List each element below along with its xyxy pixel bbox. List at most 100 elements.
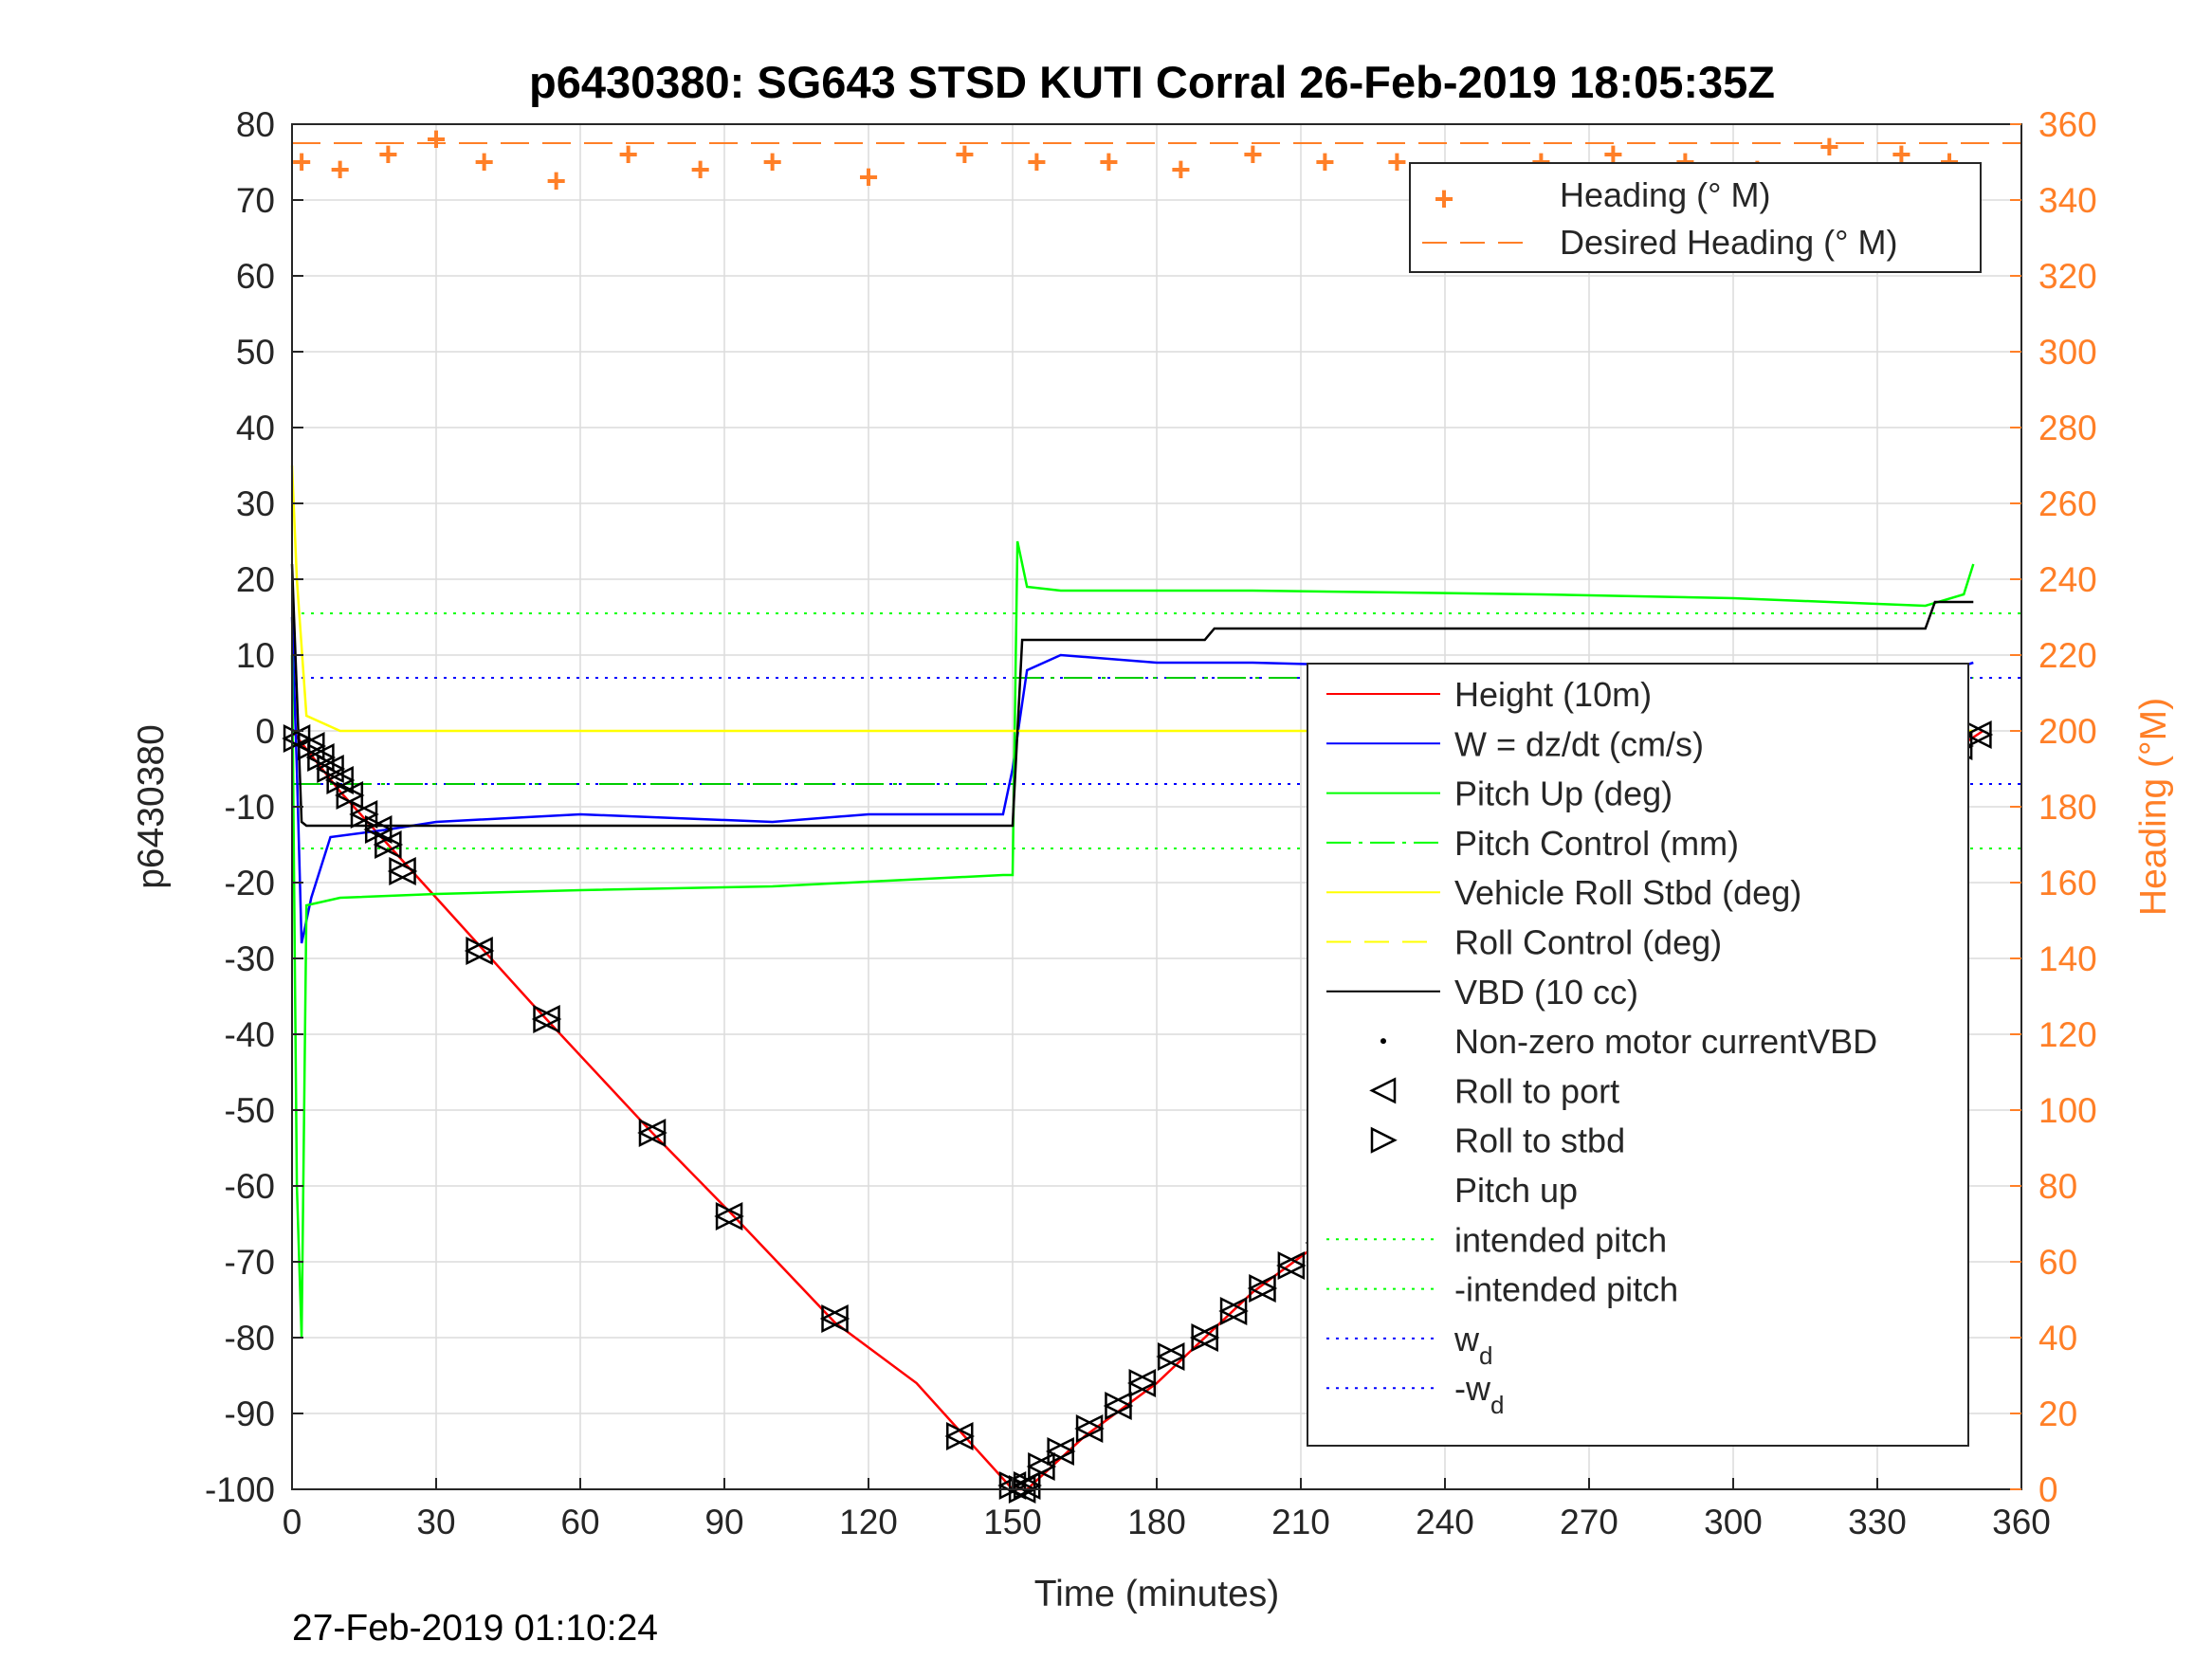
roll-to-stbd-marker [1157, 1341, 1186, 1372]
heading-marker: + [618, 135, 638, 173]
y-right-tick-label: 240 [2038, 560, 2097, 599]
y-right-tick-label: 120 [2038, 1015, 2097, 1054]
y-right-tick-label: 200 [2038, 712, 2097, 751]
heading-marker: + [546, 161, 566, 200]
legend-top: + Heading (° M) Desired Heading (° M) [1409, 162, 1982, 273]
legend-swatch [1370, 1126, 1398, 1154]
y-right-tick-label: 80 [2038, 1167, 2077, 1206]
heading-marker: + [858, 157, 878, 196]
roll-to-stbd-marker [1028, 1451, 1057, 1482]
series-line [290, 563, 1974, 828]
legend-label: -wd [1454, 1369, 1504, 1419]
heading-marker: + [378, 135, 398, 173]
roll-to-stbd-marker [1047, 1436, 1076, 1467]
x-tick-label: 300 [1704, 1503, 1763, 1541]
roll-to-stbd-marker [1128, 1368, 1158, 1398]
y-right-tick-label: 0 [2038, 1470, 2058, 1509]
roll-to-port-marker [714, 1201, 743, 1231]
legend-label: Pitch Up (deg) [1454, 775, 1673, 813]
legend-top-heading-label: Heading (° M) [1560, 175, 1770, 214]
heading-marker: + [1171, 150, 1191, 189]
heading-marker: + [1027, 142, 1047, 181]
y-axis-label: p6430380 [131, 724, 172, 889]
x-tick-label: 120 [839, 1503, 898, 1541]
roll-to-stbd-marker [1013, 1470, 1042, 1501]
roll-to-stbd-marker [1075, 1413, 1105, 1444]
y-tick-label: -60 [225, 1167, 275, 1206]
legend-swatch [1380, 1038, 1386, 1045]
y-tick-label: -20 [225, 864, 275, 902]
y-tick-label: -80 [225, 1319, 275, 1358]
heading-marker: + [690, 150, 710, 189]
roll-to-stbd-marker [1219, 1296, 1249, 1326]
legend-label: Roll Control (deg) [1454, 923, 1722, 962]
legend-top-desired-label: Desired Heading (° M) [1560, 223, 1898, 262]
roll-to-stbd-marker [350, 799, 379, 830]
roll-to-port-marker [1074, 1413, 1104, 1444]
x-tick-label: 330 [1848, 1503, 1907, 1541]
y-right-tick-label: 280 [2038, 409, 2097, 447]
y-tick-label: 70 [236, 181, 275, 220]
x-tick-label: 30 [416, 1503, 455, 1541]
legend-label: Vehicle Roll Stbd (deg) [1454, 873, 1801, 912]
legend-label: W = dz/dt (cm/s) [1454, 724, 1704, 763]
heading-marker: + [330, 150, 350, 189]
x-tick-label: 270 [1560, 1503, 1618, 1541]
heading-marker: + [1315, 142, 1335, 181]
series-line [290, 540, 1975, 1339]
y-right-tick-label: 320 [2038, 257, 2097, 296]
legend-swatch [1369, 1077, 1397, 1104]
y-right-tick-label: 140 [2038, 939, 2097, 978]
y-tick-label: 30 [236, 484, 275, 523]
chart-title: p6430380: SG643 STSD KUTI Corral 26-Feb-… [529, 57, 1775, 107]
heading-series: +++++++++++++++++++++++++ [292, 119, 1960, 200]
y-tick-label: 50 [236, 333, 275, 372]
y-tick-label: -30 [225, 939, 275, 978]
roll-to-port-marker [464, 936, 493, 966]
heading-marker: + [1819, 127, 1839, 166]
legend-main: Height (10m) W = dz/dt (cm/s) Pitch Up (de… [1307, 663, 1969, 1447]
legend-label: VBD (10 cc) [1454, 973, 1638, 1012]
legend-top-heading-marker: + [1434, 179, 1453, 218]
x-axis-label: Time (minutes) [1034, 1574, 1280, 1614]
y-tick-label: 80 [236, 105, 275, 144]
y-tick-label: -50 [225, 1091, 275, 1130]
roll-to-port-marker [1127, 1368, 1157, 1398]
x-tick-label: 150 [983, 1503, 1042, 1541]
y-tick-label: 10 [236, 636, 275, 675]
y-tick-label: 0 [255, 712, 275, 751]
roll-to-stbd-marker [1277, 1250, 1307, 1281]
roll-to-stbd-marker [307, 742, 337, 773]
footer-timestamp: 27-Feb-2019 01:10:24 [292, 1608, 658, 1649]
y-right-tick-label: 40 [2038, 1319, 2077, 1358]
roll-to-stbd-marker [317, 754, 346, 784]
y-tick-label: -100 [205, 1470, 275, 1509]
y-tick-label: -40 [225, 1015, 275, 1054]
roll-to-stbd-marker [1105, 1391, 1134, 1421]
roll-to-port-marker [819, 1304, 849, 1334]
legend-label: Height (10m) [1454, 675, 1652, 714]
roll-to-stbd-marker [533, 1004, 562, 1034]
y-right-tick-label: 220 [2038, 636, 2097, 675]
y-tick-label: 60 [236, 257, 275, 296]
legend-top-box [1409, 162, 1982, 273]
heading-marker: + [762, 142, 782, 181]
roll-to-stbd-marker [283, 723, 312, 754]
heading-marker: + [955, 135, 975, 173]
heading-marker: + [1099, 142, 1119, 181]
legend-label: Roll to stbd [1454, 1121, 1625, 1160]
roll-to-stbd-marker [298, 731, 327, 761]
x-tick-label: 210 [1271, 1503, 1330, 1541]
y-right-tick-label: 60 [2038, 1243, 2077, 1282]
roll-to-stbd-marker [1249, 1273, 1278, 1304]
heading-marker: + [292, 142, 312, 181]
legend-label: wd [1453, 1320, 1492, 1370]
roll-to-stbd-marker [326, 765, 356, 795]
legend-label: intended pitch [1454, 1220, 1667, 1259]
heading-marker: + [474, 142, 494, 181]
x-tick-label: 180 [1127, 1503, 1186, 1541]
x-tick-label: 240 [1416, 1503, 1474, 1541]
roll-to-stbd-marker [638, 1118, 667, 1148]
legend-label: Pitch Control (mm) [1454, 824, 1739, 863]
